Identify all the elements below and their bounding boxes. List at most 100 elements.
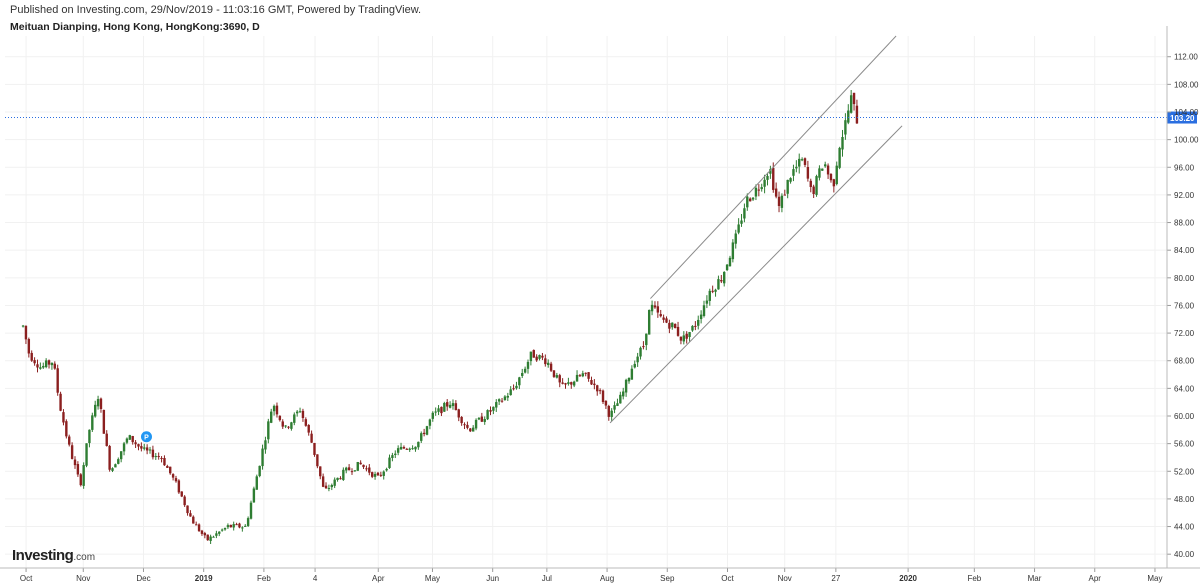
candle-body <box>535 356 538 361</box>
candle-body <box>754 187 758 197</box>
y-tick-label: 68.00 <box>1174 357 1195 366</box>
candle-body <box>339 478 342 480</box>
candle-body <box>682 335 686 342</box>
candle-body <box>396 448 400 453</box>
candle-body <box>420 433 423 441</box>
x-tick-label: 2020 <box>899 574 917 583</box>
candle-body <box>368 467 371 473</box>
candle-body <box>656 306 660 313</box>
candle-body <box>434 411 437 413</box>
candle-body <box>823 164 827 167</box>
candle-body <box>555 375 559 378</box>
candle-body <box>518 377 521 386</box>
candle-body <box>691 325 694 331</box>
candle-body <box>411 448 414 450</box>
candle-body <box>601 390 605 403</box>
candle-body <box>47 360 51 365</box>
candle-body <box>492 406 495 411</box>
candle-body <box>125 438 129 443</box>
candle-body <box>642 346 645 348</box>
candle-body <box>206 534 209 541</box>
x-tick-label: Dec <box>136 574 150 583</box>
candle-body <box>800 159 804 161</box>
candle-body <box>474 419 478 429</box>
candle-body <box>145 447 149 451</box>
candle-body <box>694 325 697 327</box>
candle-body <box>546 362 550 365</box>
candle-body <box>697 319 700 326</box>
candle-body <box>627 378 631 382</box>
candle-body <box>212 536 215 538</box>
candle-body <box>636 356 639 363</box>
event-marker <box>140 431 152 443</box>
candle-body <box>370 472 374 477</box>
candle-body <box>171 474 175 478</box>
candle-body <box>99 398 103 410</box>
candle-body <box>50 362 54 366</box>
candle-body <box>558 375 561 383</box>
candle-body <box>232 524 235 528</box>
candle-body <box>714 289 717 292</box>
candle-body <box>480 416 484 422</box>
x-tick-label: Oct <box>20 574 33 583</box>
candle-body <box>789 178 792 182</box>
candle-body <box>688 332 691 338</box>
candle-body <box>552 370 556 377</box>
candle-body <box>27 339 31 354</box>
y-tick-label: 112.00 <box>1174 53 1198 62</box>
candle-body <box>792 169 795 176</box>
candle-body <box>650 304 654 312</box>
candle-body <box>88 429 91 444</box>
candle-body <box>821 168 824 171</box>
candle-body <box>405 448 409 450</box>
candle-body <box>91 415 94 430</box>
candle-body <box>428 419 432 426</box>
candle-body <box>748 198 752 202</box>
publish-line: Published on Investing.com, 29/Nov/2019 … <box>10 4 422 16</box>
candle-body <box>275 405 279 415</box>
candle-body <box>593 383 596 386</box>
candle-body <box>541 355 544 358</box>
axis-layer: 40.00 44.00 48.00 52.00 56.00 60.00 64.00 68.00… <box>0 26 1200 583</box>
candle-body <box>841 136 844 150</box>
candle-body <box>215 533 218 536</box>
candle-body <box>394 453 397 455</box>
candle-body <box>174 478 178 482</box>
candle-body <box>818 168 821 178</box>
candle-body <box>751 197 755 200</box>
candle-body <box>440 406 443 414</box>
candle-body <box>506 395 510 398</box>
candle-body <box>258 465 261 477</box>
candle-body <box>630 368 634 380</box>
candle-body <box>448 404 452 408</box>
candle-body <box>561 382 564 384</box>
candle-body <box>391 455 394 458</box>
candle-body <box>431 412 434 419</box>
candle-body <box>151 449 155 458</box>
y-tick-label: 60.00 <box>1174 412 1195 421</box>
candle-body <box>647 310 651 335</box>
candles-layer <box>21 90 859 544</box>
candle-body <box>567 382 570 384</box>
candle-body <box>763 179 766 187</box>
x-tick-label: May <box>1147 574 1162 583</box>
candle-body <box>469 428 472 432</box>
candle-body <box>226 525 230 528</box>
y-tick-label: 64.00 <box>1174 384 1195 393</box>
x-tick-label: Nov <box>76 574 90 583</box>
candle-body <box>350 471 354 473</box>
event-marker-label: P <box>144 435 149 442</box>
candle-body <box>855 105 859 124</box>
candle-body <box>62 412 65 423</box>
logo-text: Investing <box>12 547 74 564</box>
candle-body <box>497 399 501 402</box>
candle-body <box>523 368 527 373</box>
candle-body <box>512 388 515 390</box>
candle-body <box>264 440 267 450</box>
candle-body <box>711 290 714 292</box>
last-price-badge <box>1167 111 1197 124</box>
y-tick-label: 92.00 <box>1174 191 1195 200</box>
x-tick-label: Mar <box>1028 574 1042 583</box>
candle-body <box>220 529 224 531</box>
